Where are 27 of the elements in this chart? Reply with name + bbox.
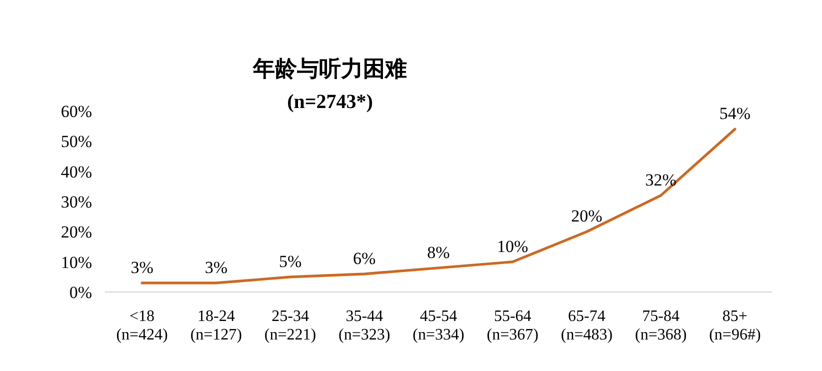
y-tick-label: 40% (60, 162, 92, 182)
x-tick-label: 55-64 (n=367) (486, 308, 538, 344)
y-tick-label: 60% (60, 102, 92, 121)
data-label: 32% (645, 170, 676, 190)
y-tick-label: 30% (60, 192, 92, 212)
chart-title: 年龄与听力困难 (252, 57, 407, 82)
y-tick-label: 10% (60, 252, 92, 272)
x-tick-label: 75-84 (n=368) (634, 308, 687, 344)
x-tick-label: 45-54 (n=334) (412, 308, 464, 344)
x-tick-label: 25-34 (n=221) (264, 308, 316, 344)
y-tick-label: 0% (69, 283, 92, 302)
data-label: 3% (204, 258, 228, 277)
data-label: 6% (353, 248, 376, 268)
x-tick-label: 18-24 (n=127) (190, 308, 242, 344)
x-tick-label: 85+ (n=96#) (709, 308, 761, 344)
chart-subtitle: (n=2743*) (287, 91, 373, 113)
data-label: 5% (278, 252, 302, 271)
data-label: 20% (571, 206, 602, 226)
x-tick-label: 35-44 (n=323) (338, 308, 390, 344)
data-label: 54% (719, 104, 751, 124)
y-tick-label: 50% (60, 132, 92, 152)
data-label: 8% (427, 242, 450, 262)
y-tick-label: 20% (60, 222, 92, 242)
x-tick-label: 65-74 (n=483) (560, 308, 613, 344)
x-tick-label: <18 (n=424) (116, 308, 168, 344)
data-label: 3% (130, 258, 154, 277)
data-label: 10% (497, 236, 528, 256)
